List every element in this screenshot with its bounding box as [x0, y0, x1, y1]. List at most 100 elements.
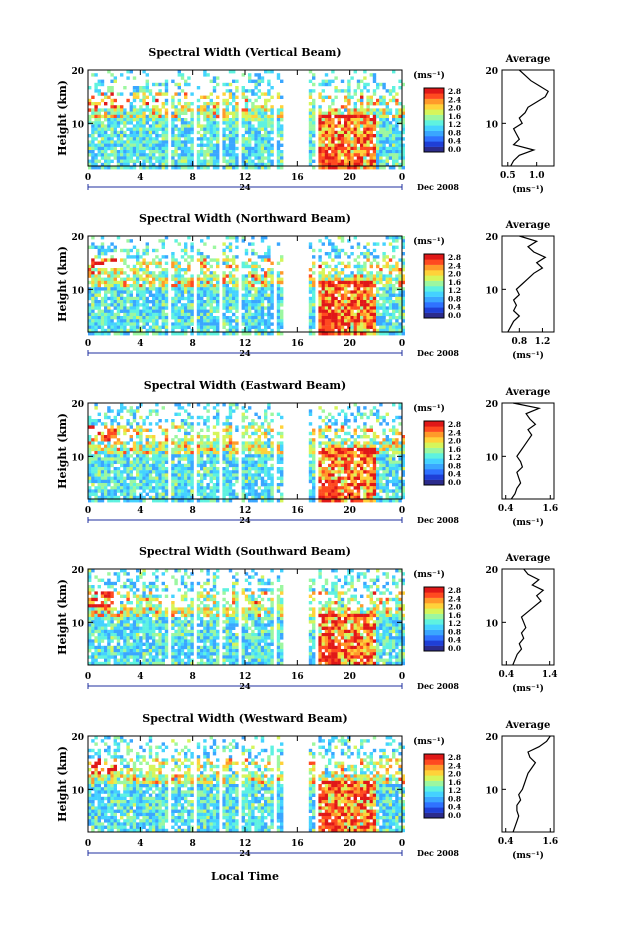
heatmap-cell [174, 316, 178, 320]
heatmap-cell [148, 166, 153, 170]
heatmap-cell [344, 284, 348, 288]
heatmap-cell [142, 252, 146, 256]
heatmap-cell [107, 108, 111, 112]
heatmap-cell [152, 409, 156, 413]
heatmap-cell [395, 438, 399, 442]
heatmap-cell [216, 303, 220, 307]
heatmap-cell [136, 268, 140, 272]
heatmap-cell [97, 245, 101, 249]
heatmap-cell [216, 264, 220, 269]
heatmap-cell [164, 121, 169, 125]
heatmap-cell [340, 444, 345, 448]
heatmap-cell [222, 312, 226, 317]
heatmap-cell [321, 280, 325, 285]
heatmap-cell [254, 140, 258, 144]
heatmap-cell [142, 470, 146, 474]
heatmap-cell [200, 134, 204, 138]
heatmap-cell [104, 140, 108, 144]
heatmap-cell [392, 447, 396, 452]
heatmap-cell [340, 271, 345, 275]
heatmap-cell [251, 92, 255, 96]
heatmap-cell [318, 137, 322, 141]
heatmap-cell [161, 159, 165, 163]
heatmap-cell [139, 140, 143, 144]
heatmap-cell [228, 325, 233, 329]
heatmap-cell [347, 89, 351, 93]
heatmap-cell [184, 454, 188, 458]
heatmap-cell [174, 451, 178, 455]
heatmap-cell [88, 150, 92, 154]
heatmap-cell [187, 438, 191, 442]
heatmap-cell [94, 73, 98, 77]
heatmap-cell [94, 114, 98, 119]
heatmap-cell [91, 102, 95, 106]
heatmap-cell [264, 431, 268, 436]
heatmap-cell [129, 303, 133, 307]
heatmap-cell [123, 444, 127, 448]
heatmap-cell [347, 309, 351, 313]
heatmap-cell [139, 435, 143, 439]
heatmap-cell [187, 76, 191, 80]
heatmap-cell [228, 415, 233, 420]
heatmap-cell [395, 467, 399, 471]
heatmap-cell [136, 280, 140, 285]
heatmap-cell [334, 309, 338, 313]
heatmap-cell [100, 451, 105, 455]
heatmap-cell [254, 428, 258, 432]
heatmap-cell [145, 130, 149, 135]
heatmap-cell [267, 451, 271, 455]
heatmap-cell [116, 121, 121, 125]
heatmap-cell [318, 441, 322, 445]
heatmap-cell [337, 114, 341, 119]
heatmap-cell [164, 457, 169, 461]
heatmap-cell [97, 108, 101, 112]
heatmap-cell [94, 159, 98, 163]
heatmap-cell [187, 441, 191, 445]
heatmap-cell [203, 441, 207, 445]
heatmap-cell [228, 309, 233, 313]
heatmap-cell [139, 451, 143, 455]
heatmap-cell [366, 280, 370, 285]
heatmap-cell [312, 296, 316, 301]
heatmap-cell [398, 303, 402, 307]
heatmap-cell [164, 303, 169, 307]
heatmap-cell [97, 306, 101, 310]
heatmap-cell [120, 277, 124, 281]
heatmap-cell [158, 312, 162, 317]
heatmap-cell [136, 293, 140, 297]
heatmap-cell [347, 290, 351, 294]
heatmap-cell [328, 284, 332, 288]
heatmap-cell [321, 137, 325, 141]
heatmap-cell [187, 268, 191, 272]
heatmap-cell [110, 470, 114, 474]
heatmap-cell [177, 268, 181, 272]
heatmap-cell [308, 159, 313, 163]
heatmap-cell [267, 287, 271, 291]
heatmap-cell [97, 146, 101, 151]
heatmap-cell [260, 451, 265, 455]
heatmap-cell [113, 290, 117, 294]
heatmap-cell [260, 166, 265, 170]
heatmap-cell [148, 150, 153, 154]
heatmap-cell [94, 422, 98, 426]
heatmap-cell [360, 153, 364, 157]
heatmap-cell [276, 150, 281, 154]
heatmap-cell [142, 306, 146, 310]
heatmap-cell [308, 150, 313, 154]
heatmap-cell [363, 268, 367, 272]
heatmap-cell [203, 470, 207, 474]
heatmap-cell [104, 156, 108, 160]
heatmap-cell [196, 277, 201, 281]
heatmap-cell [132, 441, 137, 445]
heatmap-cell [318, 255, 322, 259]
heatmap-cell [88, 415, 92, 420]
heatmap-cell [321, 166, 325, 170]
heatmap-cell [110, 92, 114, 96]
heatmap-cell [209, 447, 213, 452]
heatmap-cell [107, 159, 111, 163]
heatmap-cell [369, 111, 373, 115]
heatmap-cell [248, 460, 252, 464]
colorbar-frame [423, 253, 445, 319]
heatmap-cell [244, 150, 249, 154]
heatmap-cell [171, 284, 175, 288]
